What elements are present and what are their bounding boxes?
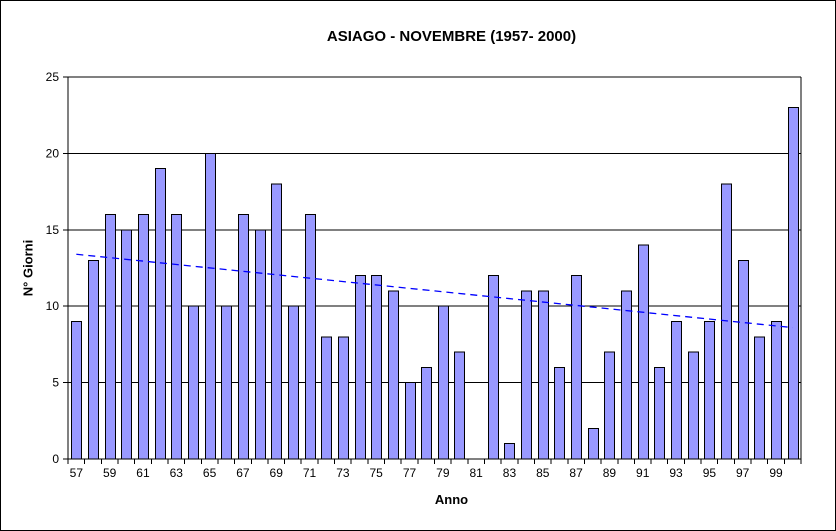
bar [638, 244, 649, 460]
x-tick-label: 67 [236, 466, 250, 480]
bar [355, 275, 366, 460]
bars [71, 107, 799, 460]
bar [621, 290, 632, 460]
x-tick-label: 75 [370, 466, 384, 480]
trend-line [76, 253, 793, 329]
chart-title: ASIAGO - NOVEMBRE (1957- 2000) [326, 28, 577, 45]
y-tick-label: 15 [46, 223, 60, 237]
x-tick-label: 57 [70, 466, 84, 480]
bar [588, 427, 599, 460]
bar [388, 290, 399, 460]
bar [488, 275, 499, 460]
bar [454, 351, 465, 460]
x-tick-label: 73 [336, 466, 350, 480]
x-tick-label: 69 [270, 466, 284, 480]
bar [171, 214, 182, 460]
x-tick-label: 87 [569, 466, 583, 480]
y-tick-label: 0 [52, 452, 59, 466]
x-tick-label: 77 [403, 466, 417, 480]
bar [255, 229, 266, 460]
bar [788, 107, 799, 460]
x-tick-label: 63 [170, 466, 184, 480]
bar [271, 183, 282, 460]
bar [688, 351, 699, 460]
y-tick-label: 25 [46, 70, 60, 84]
x-tick-label: 99 [769, 466, 783, 480]
x-tick-label: 59 [103, 466, 117, 480]
x-tick-label: 95 [703, 466, 717, 480]
bar [721, 183, 732, 460]
x-tick-label: 83 [503, 466, 517, 480]
bar [438, 305, 449, 460]
bar [205, 152, 216, 460]
bar [704, 320, 715, 460]
trendline [76, 253, 793, 329]
bar [88, 259, 99, 460]
bar [238, 214, 249, 460]
bar [371, 275, 382, 460]
y-tick-label: 10 [46, 299, 60, 313]
bar [554, 366, 565, 460]
bar [738, 259, 749, 460]
x-tick-label: 61 [136, 466, 150, 480]
bar [321, 336, 332, 460]
bar [504, 443, 515, 460]
bar [138, 214, 149, 460]
x-tick-label: 89 [603, 466, 617, 480]
y-tick-label: 5 [52, 376, 59, 390]
x-axis-title: Anno [434, 492, 469, 507]
y-tick-label: 20 [46, 146, 60, 160]
bar [288, 305, 299, 460]
bar [521, 290, 532, 460]
bar [71, 320, 82, 460]
x-tick-label: 81 [469, 466, 483, 480]
x-tick-label: 91 [636, 466, 650, 480]
bar [571, 275, 582, 460]
bar [538, 290, 549, 460]
x-tick-label: 79 [436, 466, 450, 480]
bar [421, 366, 432, 460]
bar [305, 214, 316, 460]
axis-tick-labels: 0 5 10 15 20 25 57 59 61 63 65 67 69 71 73 75 77 79 81 83 85… [46, 70, 783, 480]
x-tick-label: 65 [203, 466, 217, 480]
bar [221, 305, 232, 460]
bar [105, 214, 116, 460]
bar [754, 336, 765, 460]
bar [188, 305, 199, 460]
x-tick-label: 93 [669, 466, 683, 480]
bar [405, 382, 416, 460]
bar [604, 351, 615, 460]
bar [155, 168, 166, 460]
bar [338, 336, 349, 460]
bar [771, 320, 782, 460]
bar [671, 320, 682, 460]
x-tick-label: 97 [736, 466, 750, 480]
bar [654, 366, 665, 460]
x-tick-label: 85 [536, 466, 550, 480]
bar [121, 229, 132, 460]
x-tick-label: 71 [303, 466, 317, 480]
